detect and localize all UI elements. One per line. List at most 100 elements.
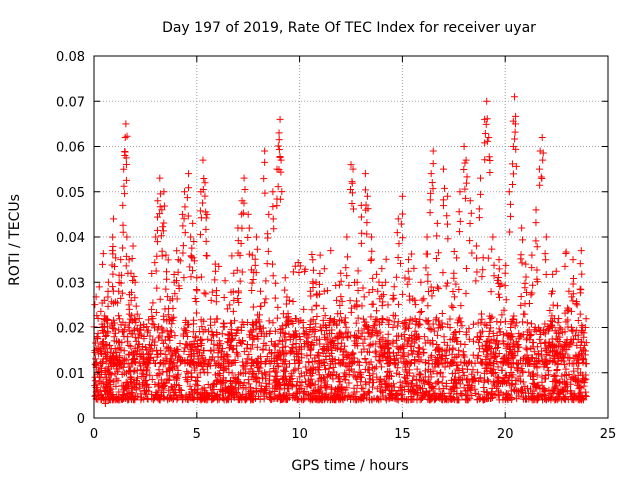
data-point [338,339,346,347]
data-point [485,327,493,335]
data-point [227,319,235,327]
data-point [178,210,186,218]
data-point [457,302,465,310]
data-point [289,268,297,276]
data-point [518,224,526,232]
data-point [440,338,448,346]
data-point [276,390,284,398]
data-point [120,360,128,368]
data-point [314,366,322,374]
data-point [381,386,389,394]
data-point [412,320,420,328]
data-point [131,355,139,363]
data-point [257,287,265,295]
data-point [417,385,425,393]
data-point [569,290,577,298]
data-point [453,337,461,345]
data-point [202,290,210,298]
data-point [455,208,463,216]
data-point [534,356,542,364]
data-point [357,239,365,247]
data-point [493,382,501,390]
data-point [229,307,237,315]
data-point [220,360,228,368]
data-point [108,261,116,269]
data-point [101,400,109,408]
data-point [283,363,291,371]
data-point [472,277,480,285]
data-point [162,251,170,259]
data-point [183,194,191,202]
data-point [552,335,560,343]
data-point [353,381,361,389]
data-point [182,393,190,401]
data-point [544,371,552,379]
data-point [179,332,187,340]
data-point [130,273,138,281]
data-point [514,347,522,355]
data-point [456,328,464,336]
data-point [273,314,281,322]
data-point [237,239,245,247]
data-point [119,228,127,236]
data-point [164,311,172,319]
data-point [209,332,217,340]
data-point [139,351,147,359]
data-point [213,328,221,336]
data-point [145,359,153,367]
data-point [416,308,424,316]
data-point [435,285,443,293]
data-point [199,156,207,164]
data-point [91,377,99,385]
data-point [530,326,538,334]
data-point [528,389,536,397]
data-point [376,342,384,350]
data-point [384,367,392,375]
data-point [170,381,178,389]
data-point [131,384,139,392]
data-point [174,268,182,276]
data-point [140,333,148,341]
data-point [383,316,391,324]
data-point [577,378,585,386]
data-point [492,340,500,348]
data-point [442,395,450,403]
data-point [539,149,547,157]
data-point [274,142,282,150]
data-point [94,314,102,322]
data-point [112,349,120,357]
data-point [169,385,177,393]
data-point [187,345,195,353]
data-point [239,358,247,366]
data-point [117,279,125,287]
data-point [179,249,187,257]
data-point [354,314,362,322]
data-point [570,367,578,375]
data-point [367,313,375,321]
data-point [466,219,474,227]
data-point [337,269,345,277]
data-point [385,394,393,402]
data-point [420,380,428,388]
data-point [300,305,308,313]
data-point [134,340,142,348]
data-point [136,384,144,392]
data-point [331,360,339,368]
data-point [378,292,386,300]
data-point [268,338,276,346]
data-point [340,333,348,341]
data-point [555,329,563,337]
data-point [159,227,167,235]
data-point [359,385,367,393]
data-point [468,381,476,389]
data-point [479,396,487,404]
data-point [474,368,482,376]
data-point [536,335,544,343]
data-point [164,293,172,301]
data-point [482,353,490,361]
data-point [261,369,269,377]
data-point [157,347,165,355]
data-point [105,370,113,378]
data-point [187,273,195,281]
data-point [494,344,502,352]
